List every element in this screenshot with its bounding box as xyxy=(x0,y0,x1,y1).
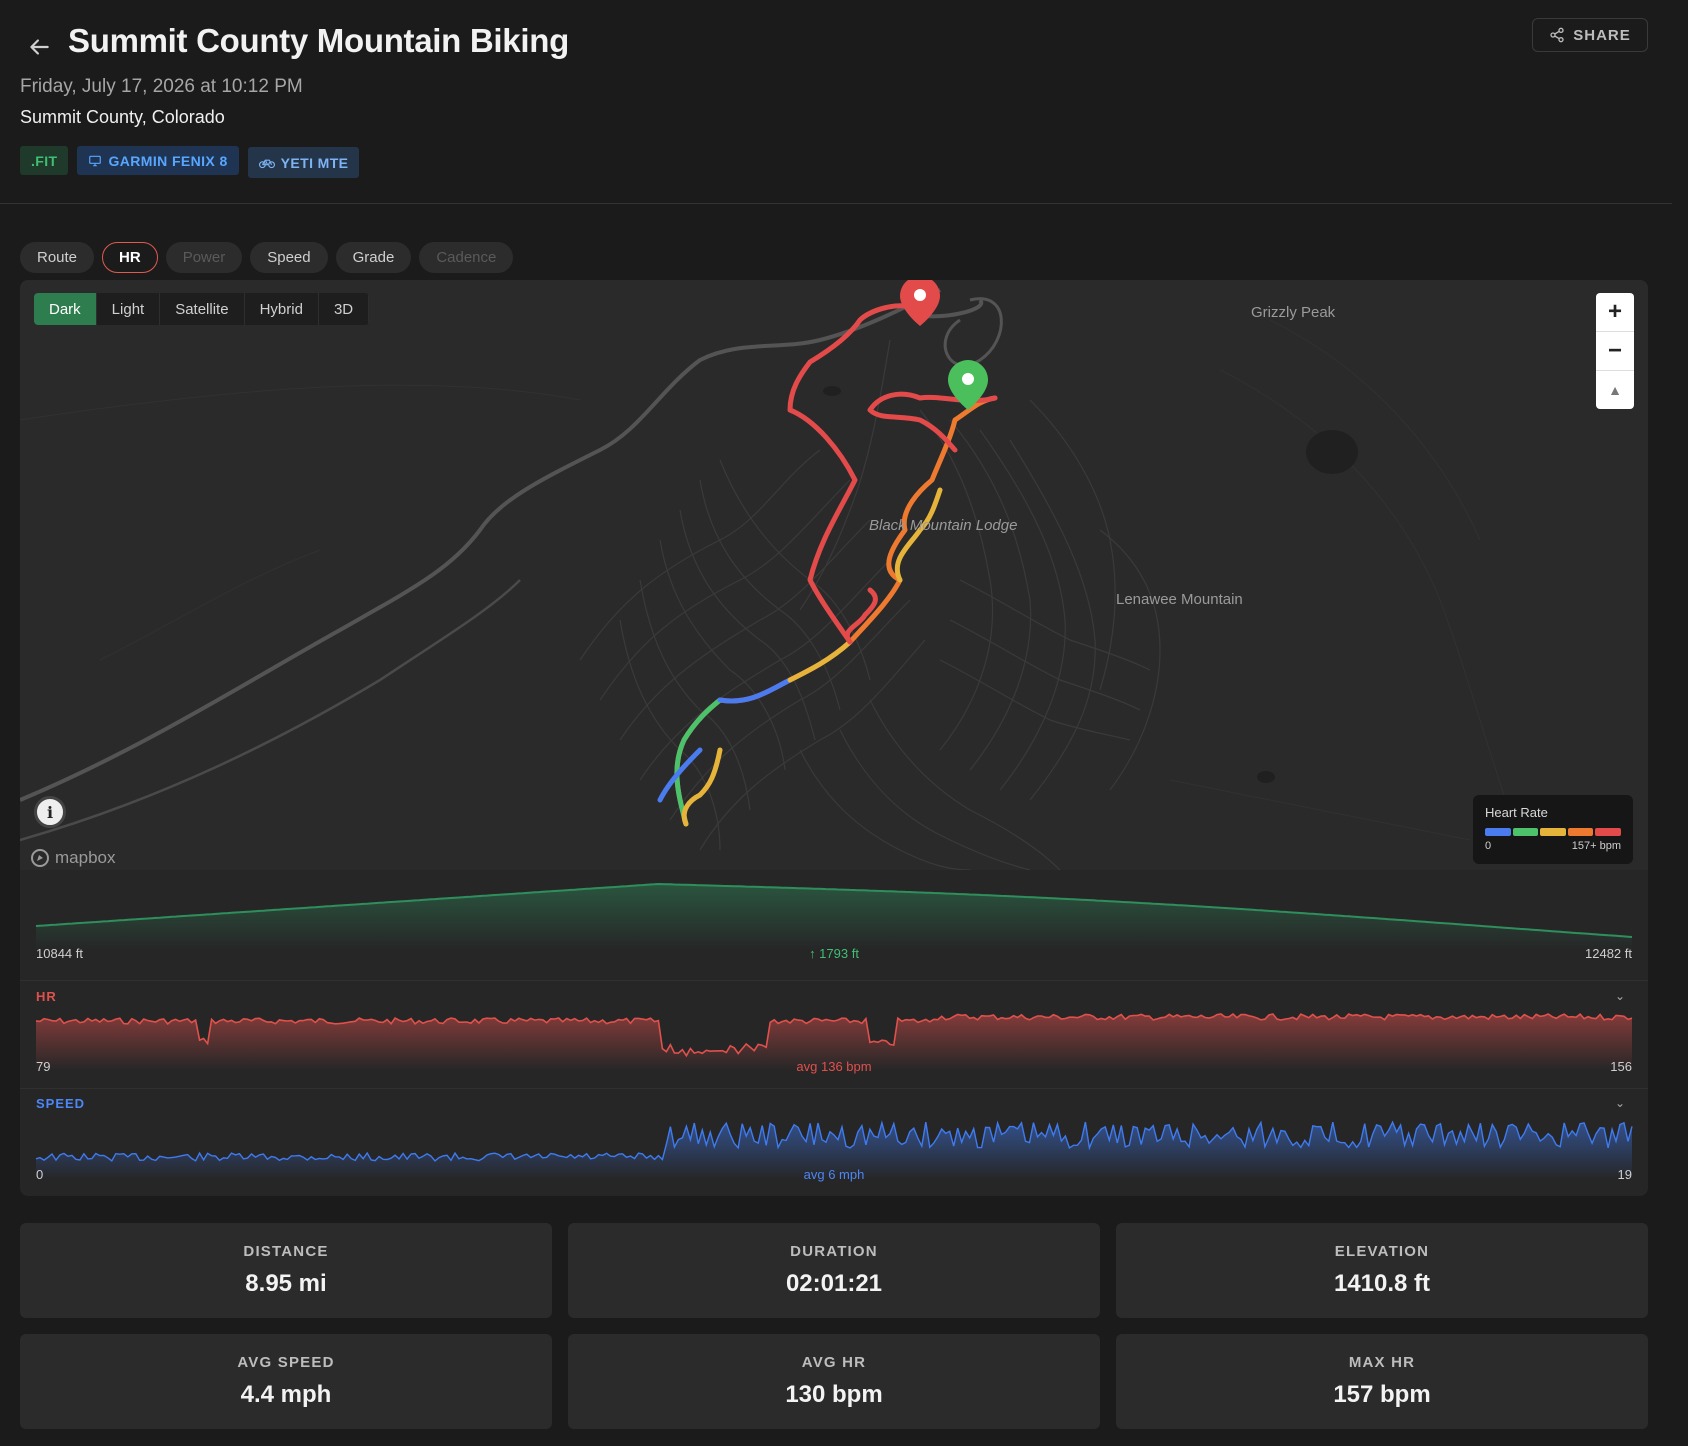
elevation-max: 12482 ft xyxy=(1585,946,1632,961)
hr-chart-label: HR xyxy=(36,989,57,1004)
stat-elevation: ELEVATION 1410.8 ft xyxy=(1116,1223,1648,1318)
hr-chart xyxy=(35,1012,1633,1071)
compass-button[interactable]: ▲ xyxy=(1596,371,1634,409)
zoom-in-button[interactable]: + xyxy=(1596,293,1634,332)
stat-label: ELEVATION xyxy=(1334,1243,1430,1260)
stat-duration: DURATION 02:01:21 xyxy=(568,1223,1100,1318)
mapbox-icon xyxy=(31,849,49,867)
route-map[interactable]: Dark Light Satellite Hybrid 3D + − ▲ Gri… xyxy=(20,280,1648,870)
mapbox-logo: mapbox xyxy=(30,848,115,868)
legend-swatch xyxy=(1512,828,1539,836)
info-icon[interactable]: i xyxy=(34,796,66,828)
compass-icon: ▲ xyxy=(1608,382,1622,398)
mapbox-label: mapbox xyxy=(55,848,116,867)
legend-max: 157+ bpm xyxy=(1571,840,1621,852)
map-style-hybrid[interactable]: Hybrid xyxy=(245,293,319,325)
speed-min: 0 xyxy=(36,1167,44,1182)
terrain-lines xyxy=(579,339,1161,870)
activity-date: Friday, July 17, 2026 at 10:12 PM xyxy=(20,76,303,97)
back-arrow-icon[interactable] xyxy=(26,34,52,60)
map-style-3d[interactable]: 3D xyxy=(319,293,370,325)
stat-label: AVG HR xyxy=(801,1354,867,1371)
map-style-satellite[interactable]: Satellite xyxy=(160,293,245,325)
tab-hr[interactable]: HR xyxy=(102,242,158,273)
tab-power: Power xyxy=(165,242,243,273)
stat-avg-speed: AVG SPEED 4.4 mph xyxy=(20,1334,552,1429)
map-canvas[interactable] xyxy=(20,280,1648,870)
stat-avg-hr: AVG HR 130 bpm xyxy=(568,1334,1100,1429)
stat-value: 02:01:21 xyxy=(785,1270,883,1297)
map-panel: Dark Light Satellite Hybrid 3D + − ▲ Gri… xyxy=(20,280,1648,1196)
hr-avg: avg 136 bpm xyxy=(796,1059,872,1074)
badge-row: .FIT GARMIN FENIX 8 YETI MTE xyxy=(20,146,360,178)
stat-value: 8.95 mi xyxy=(245,1270,327,1297)
tab-speed[interactable]: Speed xyxy=(250,242,328,273)
legend-swatch xyxy=(1595,828,1621,836)
stat-value: 157 bpm xyxy=(1333,1381,1431,1408)
zoom-controls: + − ▲ xyxy=(1596,293,1634,409)
stats-grid: DISTANCE 8.95 mi DURATION 02:01:21 ELEVA… xyxy=(20,1223,1648,1429)
activity-location: Summit County, Colorado xyxy=(20,107,225,127)
speed-max: 19 xyxy=(1617,1167,1632,1182)
start-marker xyxy=(948,360,988,410)
legend-color-bar xyxy=(1485,828,1621,836)
map-style-switcher: Dark Light Satellite Hybrid 3D xyxy=(34,293,370,325)
file-type-label: .FIT xyxy=(31,152,58,169)
bicycle-icon xyxy=(258,159,275,168)
hr-max: 156 xyxy=(1610,1059,1632,1074)
elevation-chart xyxy=(35,882,1633,950)
tab-cadence: Cadence xyxy=(419,242,514,273)
speed-chart-label: SPEED xyxy=(36,1096,86,1111)
stat-max-hr: MAX HR 157 bpm xyxy=(1116,1334,1648,1429)
file-type-badge: .FIT xyxy=(20,146,69,175)
page-title: Summit County Mountain Biking xyxy=(68,22,569,59)
hr-profile[interactable]: HR ⌄ 79 avg 136 bpm 156 xyxy=(20,981,1648,1088)
elevation-min: 10844 ft xyxy=(36,946,83,961)
legend-swatch xyxy=(1540,828,1566,836)
speed-profile[interactable]: SPEED ⌄ 0 avg 6 mph 19 xyxy=(20,1089,1648,1196)
end-marker xyxy=(900,280,940,326)
stat-label: AVG SPEED xyxy=(237,1354,335,1371)
stat-value: 130 bpm xyxy=(785,1381,883,1408)
stat-distance: DISTANCE 8.95 mi xyxy=(20,1223,552,1318)
map-style-light[interactable]: Light xyxy=(97,293,161,325)
heart-rate-legend: Heart Rate 0 157+ bpm xyxy=(1473,795,1633,864)
tab-grade[interactable]: Grade xyxy=(335,242,412,273)
bike-badge: YETI MTE xyxy=(247,147,360,178)
zoom-out-button[interactable]: − xyxy=(1596,332,1634,371)
place-label-grizzly-peak: Grizzly Peak xyxy=(1251,304,1336,321)
speed-chart xyxy=(35,1120,1633,1179)
hr-min: 79 xyxy=(36,1059,51,1074)
stat-value: 4.4 mph xyxy=(240,1381,332,1408)
stat-label: DISTANCE xyxy=(243,1243,329,1260)
hr-collapse-chevron-icon[interactable]: ⌄ xyxy=(1615,989,1626,1003)
share-icon xyxy=(1550,27,1564,43)
lake-shape xyxy=(1306,430,1358,474)
tab-route[interactable]: Route xyxy=(20,242,95,273)
legend-title: Heart Rate xyxy=(1485,805,1548,820)
elevation-gain: ↑ 1793 ft xyxy=(809,946,859,961)
share-label: SHARE xyxy=(1573,26,1631,44)
metric-tabs: Route HR Power Speed Grade Cadence xyxy=(20,242,514,273)
legend-min: 0 xyxy=(1485,840,1492,852)
stat-value: 1410.8 ft xyxy=(1333,1270,1431,1297)
speed-collapse-chevron-icon[interactable]: ⌄ xyxy=(1615,1096,1626,1110)
monitor-icon xyxy=(89,155,102,166)
map-style-dark[interactable]: Dark xyxy=(34,293,97,325)
device-badge: GARMIN FENIX 8 xyxy=(77,146,239,175)
bike-label: YETI MTE xyxy=(280,154,349,171)
share-button[interactable]: SHARE xyxy=(1532,18,1648,52)
elevation-profile[interactable]: 10844 ft ↑ 1793 ft 12482 ft xyxy=(20,870,1648,970)
stat-label: DURATION xyxy=(790,1243,878,1260)
place-label-black-mountain-lodge: Black Mountain Lodge xyxy=(869,517,1018,534)
place-label-lenawee-mountain: Lenawee Mountain xyxy=(1116,591,1243,608)
road-line xyxy=(20,288,941,802)
legend-swatch xyxy=(1567,828,1594,836)
device-label: GARMIN FENIX 8 xyxy=(108,152,228,169)
stat-label: MAX HR xyxy=(1348,1354,1416,1371)
legend-swatch xyxy=(1485,828,1511,836)
hr-route-track xyxy=(657,303,998,827)
activity-header: Summit County Mountain Biking Friday, Ju… xyxy=(0,0,1672,204)
speed-avg: avg 6 mph xyxy=(803,1167,865,1182)
